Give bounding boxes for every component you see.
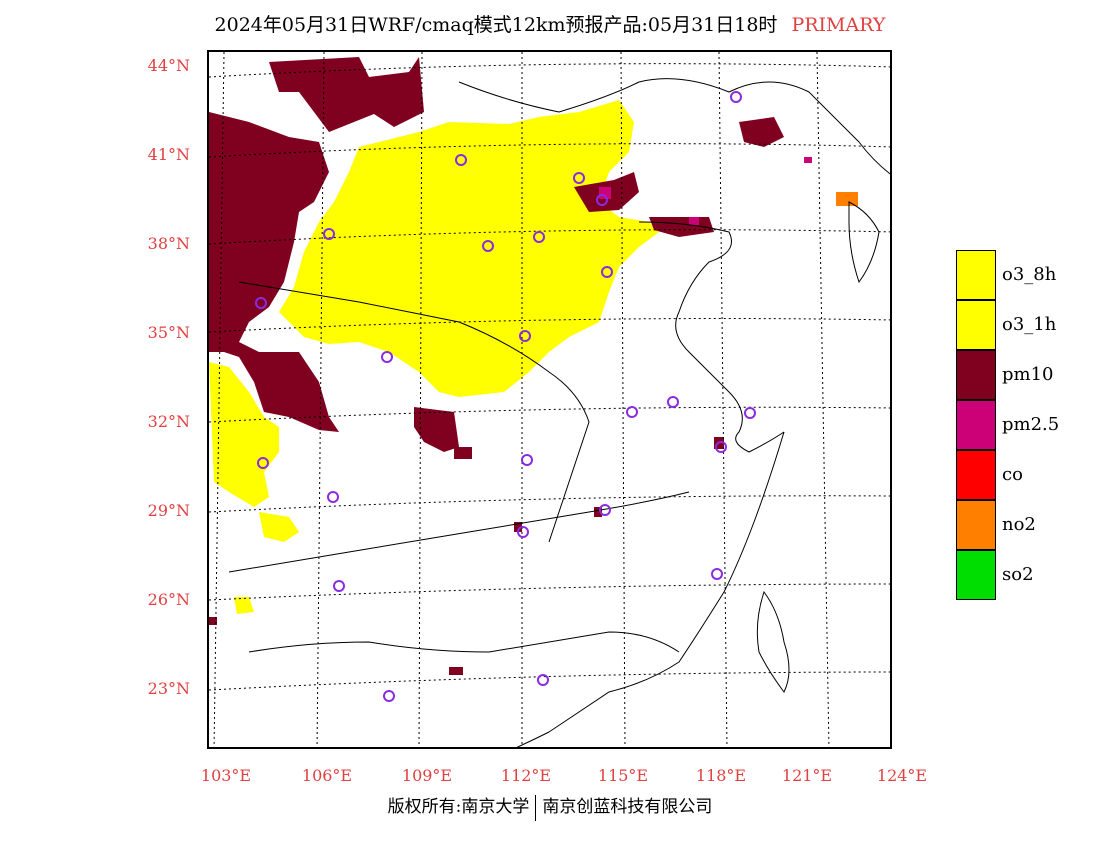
- legend-label: pm10: [1002, 364, 1054, 385]
- copyright-right: 南京创蓝科技有限公司: [542, 797, 713, 817]
- legend-swatch-no2: [956, 500, 996, 550]
- lon-label-112: 112°E: [500, 766, 552, 785]
- station-marker: [711, 568, 723, 580]
- o3-region-main: [279, 100, 659, 397]
- lat-label-23: 23°N: [147, 679, 190, 698]
- station-marker: [537, 674, 549, 686]
- legend-label: pm2.5: [1002, 414, 1060, 435]
- copyright: 版权所有:南京大学 南京创蓝科技有限公司: [0, 792, 1100, 821]
- graticule: [209, 52, 890, 747]
- legend-swatch-co: [956, 450, 996, 500]
- station-marker: [626, 406, 638, 418]
- legend-swatch-pm10: [956, 350, 996, 400]
- lat-label-29: 29°N: [147, 501, 190, 520]
- pollution-map: [209, 52, 890, 747]
- lat-label-41: 41°N: [147, 145, 190, 164]
- pm10-region-west: [209, 112, 339, 432]
- station-marker: [333, 580, 345, 592]
- legend-label: no2: [1002, 514, 1036, 535]
- station-marker: [715, 441, 727, 453]
- pm10-dot-6: [209, 617, 217, 625]
- station-marker: [519, 330, 531, 342]
- station-marker: [601, 266, 613, 278]
- pm10-dot-5: [449, 667, 463, 675]
- lon-label-121: 121°E: [781, 766, 833, 785]
- pm25-patch-3: [804, 157, 812, 163]
- lat-label-32: 32°N: [147, 412, 190, 431]
- lat-label-35: 35°N: [147, 323, 190, 342]
- station-marker: [521, 454, 533, 466]
- copyright-separator: [535, 794, 537, 821]
- map-title: 2024年05月31日WRF/cmaq模式12km预报产品:05月31日18时 P…: [0, 10, 1100, 37]
- o3-region-west: [209, 362, 279, 507]
- pm10-dot-2: [514, 522, 522, 532]
- map-area: [207, 50, 892, 749]
- station-marker: [381, 351, 393, 363]
- station-marker: [482, 240, 494, 252]
- station-marker: [323, 228, 335, 240]
- o3-region-sw-patch-2: [234, 597, 254, 614]
- legend-swatch-o3-8h: [956, 250, 996, 300]
- legend-swatch-pm25: [956, 400, 996, 450]
- pm10-patch-central: [414, 407, 459, 452]
- copyright-left: 版权所有:南京大学: [387, 797, 530, 817]
- legend-label: o3_1h: [1002, 314, 1057, 335]
- station-marker: [744, 407, 756, 419]
- station-marker: [517, 526, 529, 538]
- monitoring-stations: [255, 91, 756, 702]
- station-marker: [455, 154, 467, 166]
- lat-label-38: 38°N: [147, 234, 190, 253]
- lon-label-118: 118°E: [695, 766, 747, 785]
- title-primary-tag: PRIMARY: [791, 14, 886, 36]
- title-main: 2024年05月31日WRF/cmaq模式12km预报产品:05月31日18时: [214, 14, 778, 36]
- legend-label: o3_8h: [1002, 264, 1057, 285]
- station-marker: [255, 297, 267, 309]
- lon-label-124: 124°E: [876, 766, 928, 785]
- pm25-patch-2: [689, 217, 699, 225]
- lat-label-44: 44°N: [147, 56, 190, 75]
- station-marker: [573, 172, 585, 184]
- lat-label-26: 26°N: [147, 590, 190, 609]
- pm10-patch-ne: [739, 117, 784, 147]
- legend-label: co: [1002, 464, 1023, 485]
- legend-swatch-o3-1h: [956, 300, 996, 350]
- pm10-dot-3: [594, 507, 602, 517]
- pm10-region-north: [269, 57, 424, 132]
- station-marker: [257, 457, 269, 469]
- o3-region-sw-patch: [259, 512, 299, 542]
- station-marker: [599, 504, 611, 516]
- station-marker: [327, 491, 339, 503]
- lon-label-109: 109°E: [401, 766, 453, 785]
- province-boundaries: [228, 78, 890, 747]
- no2-patch: [836, 192, 858, 206]
- station-marker: [667, 396, 679, 408]
- station-marker: [533, 231, 545, 243]
- station-marker: [730, 91, 742, 103]
- legend-label: so2: [1002, 564, 1034, 585]
- legend-swatch-so2: [956, 550, 996, 600]
- lon-label-106: 106°E: [301, 766, 353, 785]
- lon-label-103: 103°E: [200, 766, 252, 785]
- pm10-dot-1: [454, 447, 472, 459]
- station-marker: [383, 690, 395, 702]
- station-marker: [596, 194, 608, 206]
- lon-label-115: 115°E: [597, 766, 649, 785]
